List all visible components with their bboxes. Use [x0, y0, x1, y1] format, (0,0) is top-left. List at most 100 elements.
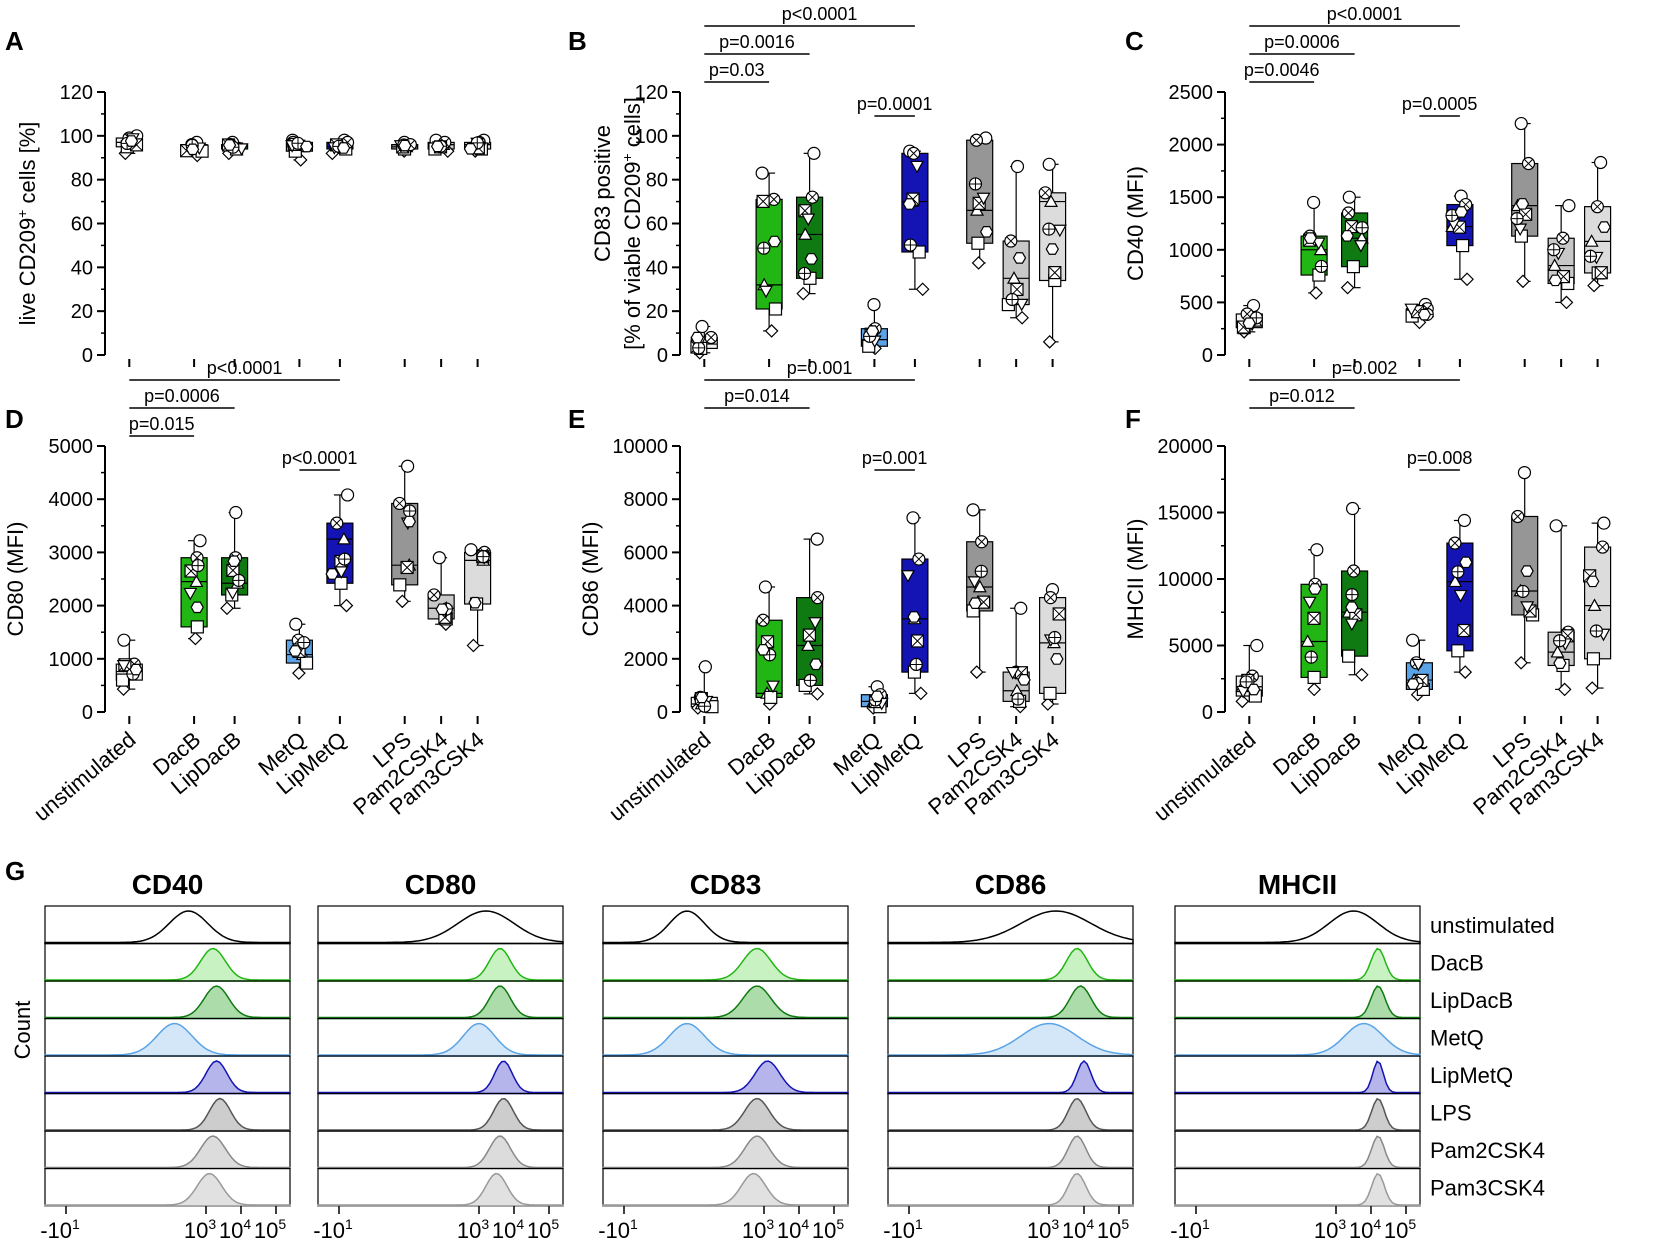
y-tick-label: 100: [635, 126, 668, 148]
histogram-x-tick-label: -101: [1170, 1216, 1210, 1243]
histogram-row-frame: [44, 1055, 291, 1095]
donor-point: [1042, 222, 1056, 236]
donor-point: [768, 302, 783, 316]
donor-point: [909, 657, 923, 672]
y-tick-label: 500: [1180, 292, 1213, 314]
donor-point: [971, 236, 985, 250]
histogram-row-frame: [44, 1092, 291, 1132]
histogram-row-frame: [317, 905, 564, 945]
marker-cross: [1558, 233, 1568, 243]
histogram-row-label-dacb: DacB: [1430, 951, 1484, 976]
histogram-row-frame: [317, 942, 564, 982]
histogram-curve-dacb: [44, 947, 291, 982]
donor-point: [1557, 682, 1572, 697]
box-body: [1583, 546, 1612, 660]
donor-point: [435, 603, 449, 616]
tick-base: 10: [1314, 1218, 1338, 1243]
donor-point: [1341, 649, 1356, 663]
histogram-curve-unstimulated: [602, 910, 849, 945]
donor-point: [1455, 238, 1470, 253]
histogram-row-frame: [887, 905, 1134, 945]
donor-point: [398, 139, 412, 152]
marker-plus: [1553, 634, 1566, 647]
marker-cross: [395, 499, 404, 508]
donor-point: [1012, 252, 1027, 264]
histogram-curve-metq: [887, 1022, 1134, 1057]
histogram-column-cd80: CD80-101 103 104 105: [313, 869, 564, 1243]
donor-point: [334, 576, 348, 590]
significance-label: p<0.0001: [1327, 4, 1403, 24]
donor-point: [1014, 298, 1029, 312]
donor-point: [189, 574, 204, 588]
donor-point: [805, 190, 819, 204]
donor-point: [340, 488, 355, 502]
y-axis-label-main: CD86 (MFI): [578, 522, 603, 637]
box-pam3csk4: [1038, 583, 1067, 711]
donor-point: [798, 227, 813, 240]
box-pam3csk4: [464, 543, 492, 653]
y-axis-label-line2-sup: +: [619, 153, 635, 161]
significance-label: p<0.0001: [282, 448, 358, 468]
histogram-x-tick-label: 104: [492, 1216, 524, 1243]
y-tick-label: 1500: [1169, 187, 1214, 209]
box-lipmetq: [1446, 513, 1474, 679]
donor-point: [758, 580, 773, 594]
marker-cross: [909, 149, 918, 158]
tick-exponent: 1: [72, 1216, 80, 1232]
donor-point: [966, 503, 980, 517]
donor-point: [1235, 694, 1250, 709]
donor-point: [1342, 190, 1356, 204]
donor-point: [1584, 234, 1599, 247]
tick-base: 10: [1384, 1218, 1408, 1243]
donor-point: [330, 516, 344, 530]
tick-exponent: 5: [1121, 1216, 1129, 1232]
box-metq: [860, 297, 889, 356]
tick-exponent: 5: [551, 1216, 559, 1232]
histogram-row-frame: [887, 1167, 1134, 1207]
donor-point: [1594, 155, 1608, 170]
donor-point: [1454, 206, 1469, 218]
histogram-row-frame: [602, 1017, 849, 1057]
donor-point: [1354, 667, 1369, 682]
donor-point: [1038, 186, 1052, 200]
tick-exponent: 3: [1051, 1216, 1059, 1232]
histogram-row-frame: [44, 980, 291, 1020]
donor-point: [403, 504, 417, 518]
donor-point: [1042, 157, 1056, 171]
donor-point: [767, 192, 781, 206]
histogram-curve-lipdacb: [887, 985, 1134, 1020]
y-tick-label: 2000: [49, 596, 94, 618]
donor-point: [183, 587, 198, 601]
histogram-curve-metq: [317, 1022, 564, 1057]
histogram-row-frame: [887, 1130, 1134, 1170]
box-lipdacb: [221, 135, 249, 161]
box-unstimulated: [1235, 638, 1264, 709]
donor-point: [1585, 681, 1600, 695]
donor-point: [188, 631, 203, 646]
histogram-curve-metq: [1174, 1022, 1421, 1057]
box-lipdacb: [220, 505, 249, 616]
donor-point: [1307, 611, 1321, 625]
y-tick-label: 40: [71, 257, 93, 279]
histogram-curve-lipdacb: [317, 985, 564, 1020]
y-tick-label: 60: [646, 214, 668, 236]
donor-point: [692, 341, 706, 355]
histogram-row-label-lipmetq: LipMetQ: [1430, 1063, 1513, 1088]
tick-exponent: 3: [481, 1216, 489, 1232]
tick-base: 10: [742, 1218, 766, 1243]
marker-plus: [297, 636, 310, 649]
box-unstimulated: [690, 660, 719, 715]
y-axis-label: live CD209+ cells [%]: [14, 122, 40, 326]
donor-point: [190, 601, 204, 614]
y-axis-label-main: CD40 (MFI): [1123, 166, 1148, 281]
significance-label: p=0.0006: [144, 386, 220, 406]
y-tick-label: 5000: [1169, 636, 1214, 658]
box-dacb: [180, 534, 208, 646]
donor-point: [803, 673, 817, 687]
tick-exponent: 3: [1338, 1216, 1346, 1232]
histogram-curve-metq: [44, 1022, 291, 1057]
tick-base: -10: [313, 1218, 345, 1243]
donor-point: [757, 241, 771, 255]
histogram-x-tick-label: 103: [184, 1216, 216, 1243]
x-tick-label-unstimulated: unstimulated: [29, 727, 141, 826]
